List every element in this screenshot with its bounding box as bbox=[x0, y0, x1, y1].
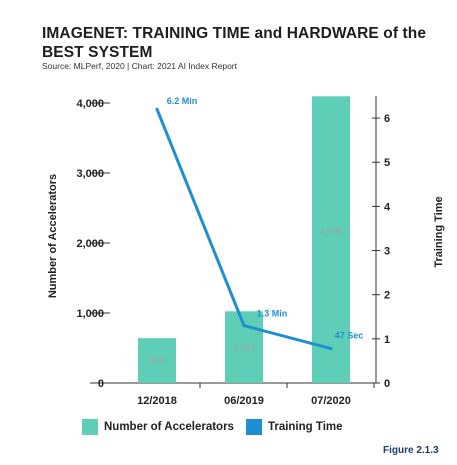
x-tick-label: 06/2019 bbox=[224, 395, 264, 407]
chart-source: Source: MLPerf, 2020 | Chart: 2021 AI In… bbox=[42, 61, 237, 71]
line-data-label: 47 Sec bbox=[335, 331, 364, 341]
bar-data-label: 640 bbox=[149, 355, 164, 365]
y-tick-label: 4,000 bbox=[76, 98, 104, 110]
chart-legend: Number of Accelerators Training Time bbox=[82, 419, 355, 435]
legend-label-accelerators: Number of Accelerators bbox=[104, 421, 234, 433]
training-time-point bbox=[242, 324, 246, 328]
legend-swatch-bar bbox=[82, 419, 98, 435]
x-tick-label: 07/2020 bbox=[311, 395, 351, 407]
y2-tick-label: 2 bbox=[384, 290, 390, 302]
x-tick-label: 12/2018 bbox=[137, 395, 177, 407]
bar-data-label: 1,024 bbox=[233, 343, 256, 353]
bar-12/2018 bbox=[138, 338, 176, 383]
figure-label: Figure 2.1.3 bbox=[383, 445, 439, 456]
y2-tick-label: 6 bbox=[384, 113, 390, 125]
y-tick-label: 3,000 bbox=[76, 168, 104, 180]
legend-swatch-line bbox=[245, 419, 262, 435]
legend-item-training-time: Training Time bbox=[245, 419, 343, 435]
y-tick-label: 2,000 bbox=[76, 238, 104, 250]
line-data-label: 1.3 Min bbox=[257, 309, 288, 319]
legend-label-training-time: Training Time bbox=[267, 421, 343, 433]
legend-item-accelerators: Number of Accelerators bbox=[82, 419, 234, 435]
y2-tick-label: 3 bbox=[384, 246, 390, 258]
y2-tick-label: 0 bbox=[384, 378, 390, 390]
training-time-point bbox=[155, 107, 159, 111]
line-data-label: 6.2 Min bbox=[167, 96, 198, 106]
chart-title: IMAGENET: TRAINING TIME and HARDWARE of … bbox=[42, 25, 427, 61]
bar-data-label: 4,096 bbox=[320, 226, 343, 236]
y2-tick-label: 1 bbox=[384, 334, 390, 346]
training-time-point bbox=[329, 347, 333, 351]
y-tick-label: 0 bbox=[98, 378, 104, 390]
y2-tick-label: 4 bbox=[384, 201, 391, 213]
y2-tick-label: 5 bbox=[384, 157, 390, 169]
y-tick-label: 1,000 bbox=[76, 308, 104, 320]
bar-07/2020 bbox=[312, 96, 350, 383]
y2-axis-title: Training Time bbox=[433, 196, 445, 267]
y-axis-title: Number of Accelerators bbox=[47, 174, 59, 298]
